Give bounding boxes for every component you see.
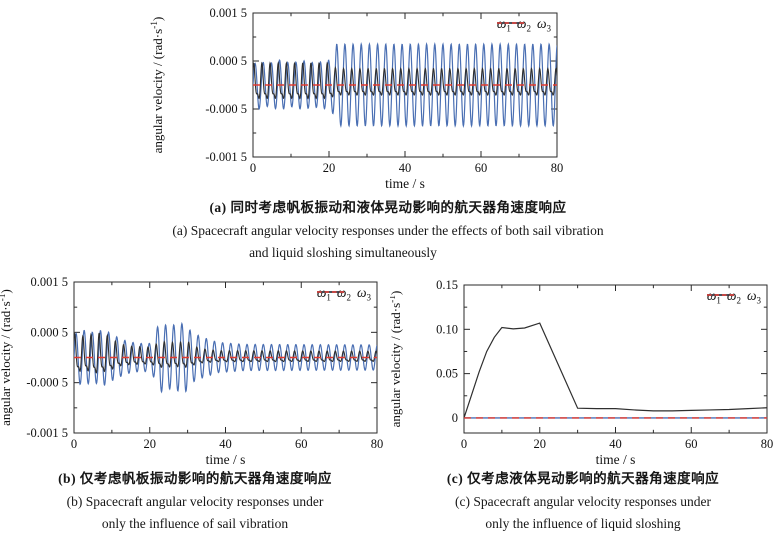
chart-c-ytick-label: 0.10 <box>436 322 458 336</box>
chart-b-xtick-label: 60 <box>295 437 308 451</box>
chart-c-ylabel: angular velocity / (rad·s-1) <box>390 291 403 428</box>
chart-a-ytick-label: 0.001 5 <box>210 6 248 20</box>
caption-c-en-line2: only the influence of liquid sloshing <box>485 516 681 531</box>
chart-b-xtick-label: 40 <box>219 437 232 451</box>
chart-a-legend: ω1ω2ω3 <box>496 16 551 35</box>
caption-c-zh: (c) 仅考虑液体晃动影响的航天器角速度响应 <box>446 471 720 486</box>
chart-a: 0 20 40 60 80 0.001 5 0.000 5 -0.000 5 -0.001 5 t… <box>150 0 576 198</box>
legend-item-omega3: ω3 <box>496 16 551 35</box>
chart-c-xtick-label: 60 <box>685 437 698 451</box>
chart-a-ylabel: angular velocity / (rad·s-1) <box>150 17 165 154</box>
chart-b-xtick-label: 80 <box>371 437 384 451</box>
chart-b-ylabel: angular velocity / (rad·s-1) <box>0 289 13 426</box>
legend-omega3-label: ω3 <box>536 16 551 34</box>
chart-a-ytick-label: -0.000 5 <box>205 102 247 116</box>
legend-omega3-line-sample <box>316 291 344 293</box>
chart-c-xtick-label: 80 <box>761 437 774 451</box>
chart-a-xtick-label: 60 <box>475 161 488 175</box>
chart-c-ytick-label: 0.05 <box>436 367 458 381</box>
caption-c-en-line1: (c) Spacecraft angular velocity response… <box>454 493 711 509</box>
chart-b-legend: ω1ω2ω3 <box>316 285 371 304</box>
chart-b-xlabel: time / s <box>206 452 246 467</box>
chart-b-ytick-label: -0.000 5 <box>26 376 68 390</box>
chart-c-ticks <box>463 284 768 433</box>
chart-a-omega1-line <box>253 41 557 129</box>
chart-a-xtick-label: 80 <box>551 161 564 175</box>
chart-b-omega2-line <box>74 332 377 374</box>
chart-a-ytick-label: -0.001 5 <box>205 150 247 164</box>
chart-c-xtick-label: 0 <box>461 437 467 451</box>
chart-b-xtick-label: 0 <box>71 437 77 451</box>
caption-b-zh: (b) 仅考虑帆板振动影响的航天器角速度响应 <box>58 471 332 486</box>
caption-b: (b) 仅考虑帆板振动影响的航天器角速度响应 (b) Spacecraft an… <box>0 468 390 536</box>
chart-c: 0 20 40 60 80 0.15 0.10 0.05 0 time / s angular ve… <box>390 270 776 468</box>
legend-omega3-label: ω3 <box>356 285 371 303</box>
legend-item-omega3: ω3 <box>706 288 761 307</box>
chart-c-xlabel: time / s <box>596 452 636 467</box>
legend-omega3-line-sample <box>706 294 734 296</box>
chart-c-omega2-line <box>464 322 767 419</box>
legend-omega3-label: ω3 <box>746 288 761 306</box>
chart-a-xtick-label: 40 <box>399 161 412 175</box>
legend-item-omega3: ω3 <box>316 285 371 304</box>
chart-a-tick-labels: 0 20 40 60 80 0.001 5 0.000 5 -0.000 5 -0.001 5 <box>205 6 563 175</box>
chart-c-frame <box>463 284 768 434</box>
chart-c-tick-labels: 0 20 40 60 80 0.15 0.10 0.05 0 <box>436 278 773 451</box>
caption-a-zh: (a) 同时考虑帆板振动和液体晃动影响的航天器角速度响应 <box>209 200 567 215</box>
chart-a-ytick-label: 0.000 5 <box>210 54 248 68</box>
chart-c-ytick-label: 0.15 <box>436 278 458 292</box>
chart-b-xtick-label: 20 <box>144 437 157 451</box>
chart-c-canvas: 0 20 40 60 80 0.15 0.10 0.05 0 time / s angular ve… <box>390 278 773 467</box>
chart-b-ytick-label: 0.000 5 <box>31 325 69 339</box>
caption-a: (a) 同时考虑帆板振动和液体晃动影响的航天器角速度响应 (a) Spacecr… <box>0 197 776 265</box>
chart-b-canvas: 0 20 40 60 80 0.001 5 0.000 5 -0.000 5 -0.001 5 t… <box>0 275 383 467</box>
chart-a-omega2-line <box>253 61 557 100</box>
chart-b: 0 20 40 60 80 0.001 5 0.000 5 -0.000 5 -0.001 5 t… <box>0 270 390 468</box>
chart-c-xtick-label: 20 <box>534 437 547 451</box>
chart-b-ytick-label: -0.001 5 <box>26 426 68 440</box>
chart-b-tick-labels: 0 20 40 60 80 0.001 5 0.000 5 -0.000 5 -0.001 5 <box>26 275 383 451</box>
caption-b-en-line2: only the influence of sail vibration <box>101 516 289 531</box>
caption-a-en-line1: (a) Spacecraft angular velocity response… <box>172 222 604 238</box>
chart-a-canvas: 0 20 40 60 80 0.001 5 0.000 5 -0.000 5 -0.001 5 t… <box>150 6 563 191</box>
legend-omega3-line-sample <box>496 22 524 24</box>
chart-a-xtick-label: 0 <box>250 161 256 175</box>
caption-b-en-line1: (b) Spacecraft angular velocity response… <box>66 493 324 509</box>
chart-a-ticks <box>252 12 558 158</box>
chart-c-xtick-label: 40 <box>609 437 622 451</box>
caption-c: (c) 仅考虑液体晃动影响的航天器角速度响应 (c) Spacecraft an… <box>390 468 776 536</box>
chart-c-ytick-label: 0 <box>452 411 458 425</box>
chart-c-legend: ω1ω2ω3 <box>706 288 761 307</box>
chart-a-xlabel: time / s <box>385 176 425 191</box>
caption-a-en-line2: and liquid sloshing simultaneously <box>249 245 437 260</box>
chart-b-ytick-label: 0.001 5 <box>31 275 69 289</box>
chart-a-xtick-label: 20 <box>323 161 336 175</box>
